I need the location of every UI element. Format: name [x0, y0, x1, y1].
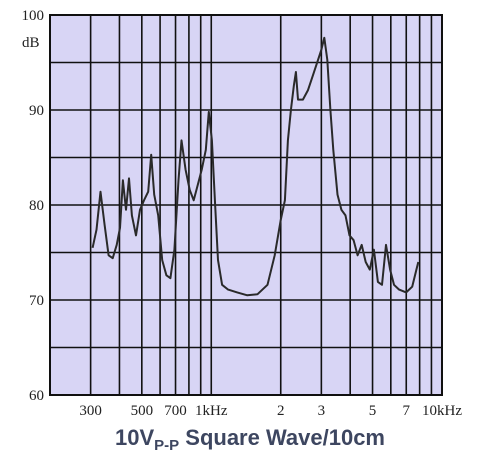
x-tick-label: 10kHz	[422, 403, 462, 419]
y-tick-label: 60	[29, 388, 44, 404]
title-part: Square Wave/10cm	[179, 425, 385, 450]
title-subscript: P-P	[154, 437, 179, 453]
y-axis-label: dB	[22, 35, 40, 51]
x-tick-label: 300	[79, 403, 102, 419]
x-tick-label: 7	[403, 403, 411, 419]
x-tick-label: 3	[318, 403, 326, 419]
y-tick-label: 70	[29, 293, 44, 309]
x-tick-label: 700	[164, 403, 187, 419]
chart-title: 10VP-P Square Wave/10cm	[115, 425, 385, 453]
y-tick-label: 90	[29, 103, 44, 119]
y-tick-label: 100	[22, 8, 45, 24]
x-tick-label: 5	[369, 403, 377, 419]
x-tick-label: 2	[277, 403, 285, 419]
x-tick-label: 500	[131, 403, 154, 419]
y-tick-label: 80	[29, 198, 44, 214]
x-tick-label: 1kHz	[195, 403, 228, 419]
title-part: 10V	[115, 425, 154, 450]
response-line	[91, 36, 420, 297]
